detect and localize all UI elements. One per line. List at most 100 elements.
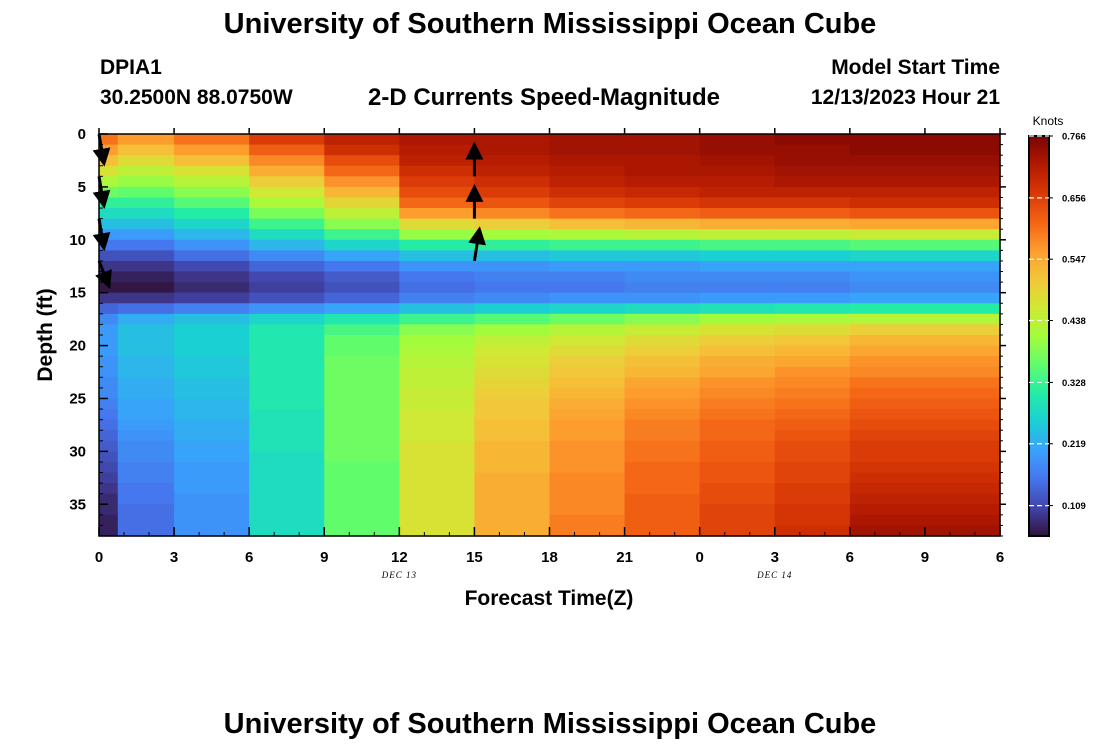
heatmap-cell: [324, 197, 400, 209]
heatmap-cell: [624, 260, 701, 273]
heatmap-cell: [174, 176, 250, 188]
heatmap-cell: [774, 218, 851, 230]
heatmap-cell: [174, 409, 250, 421]
heatmap-cell: [474, 409, 551, 421]
x-tick-label: 6: [245, 549, 253, 566]
heatmap-cell: [399, 324, 476, 336]
heatmap-cell: [774, 525, 851, 537]
heatmap-cell: [699, 504, 776, 516]
heatmap-cell: [117, 493, 175, 505]
heatmap-cell: [549, 335, 626, 347]
heatmap-cell: [624, 483, 701, 495]
heatmap-cell: [849, 461, 1001, 474]
heatmap-cell: [99, 324, 119, 336]
heatmap-cell: [849, 324, 1001, 336]
heatmap-cell: [174, 250, 250, 262]
heatmap-cell: [99, 387, 119, 400]
heatmap-cell: [249, 250, 325, 262]
heatmap-cell: [849, 229, 1001, 241]
heatmap-cell: [624, 250, 701, 262]
heatmap-cell: [699, 271, 776, 283]
heatmap-cell: [624, 165, 701, 177]
x-tick-label: 9: [320, 549, 328, 566]
heatmap-cell: [549, 324, 626, 336]
heatmap-cell: [117, 218, 175, 230]
heatmap-cell: [399, 504, 476, 516]
heatmap-cell: [174, 335, 250, 347]
heatmap-cell: [117, 229, 175, 241]
heatmap-cell: [174, 525, 250, 537]
heatmap-cell: [117, 398, 175, 410]
heatmap-cell: [774, 155, 851, 167]
heatmap-cell: [774, 356, 851, 368]
heatmap-cell: [324, 430, 400, 442]
heatmap-cell: [117, 271, 175, 283]
heatmap-cell: [117, 197, 175, 209]
heatmap-cell: [324, 472, 400, 484]
heatmap-cell: [699, 335, 776, 347]
heatmap-cell: [399, 398, 476, 410]
heatmap-cell: [324, 335, 400, 347]
heatmap-cell: [474, 144, 551, 156]
heatmap-cell: [249, 282, 325, 294]
heatmap-cell: [324, 387, 400, 400]
heatmap-cell: [699, 292, 776, 304]
heatmap-cell: [624, 218, 701, 230]
heatmap-cell: [699, 197, 776, 209]
heatmap-cell: [699, 451, 776, 463]
heatmap-cell: [249, 493, 325, 505]
heatmap-cell: [624, 208, 701, 220]
heatmap-cell: [474, 472, 551, 484]
heatmap-cell: [849, 303, 1001, 315]
heatmap-cell: [99, 218, 119, 230]
heatmap-cell: [774, 398, 851, 410]
heatmap-cell: [324, 461, 400, 474]
heatmap-cell: [549, 155, 626, 167]
heatmap-cell: [774, 377, 851, 389]
heatmap-cell: [699, 461, 776, 474]
heatmap-cell: [249, 461, 325, 474]
heatmap-cell: [624, 313, 701, 326]
heatmap-cell: [117, 430, 175, 442]
heatmap-cells: [99, 134, 1001, 537]
heatmap-cell: [474, 229, 551, 241]
heatmap-cell: [699, 324, 776, 336]
heatmap-cell: [174, 144, 250, 156]
heatmap-cell: [849, 218, 1001, 230]
heatmap-cell: [549, 313, 626, 326]
heatmap-cell: [699, 525, 776, 537]
heatmap-cell: [249, 504, 325, 516]
heatmap-cell: [549, 451, 626, 463]
heatmap-cell: [774, 387, 851, 400]
heatmap-cell: [399, 514, 476, 527]
heatmap-cell: [549, 165, 626, 177]
heatmap-cell: [849, 260, 1001, 273]
heatmap-cell: [474, 461, 551, 474]
heatmap-cell: [699, 398, 776, 410]
heatmap-cell: [474, 398, 551, 410]
heatmap-cell: [549, 440, 626, 452]
heatmap-cell: [849, 335, 1001, 347]
heatmap-cell: [174, 356, 250, 368]
heatmap-cell: [324, 451, 400, 463]
main-title: University of Southern Mississippi Ocean…: [223, 8, 877, 40]
heatmap-cell: [624, 430, 701, 442]
heatmap-cell: [99, 271, 119, 283]
model-start-label: Model Start Time: [831, 56, 1000, 79]
heatmap-cell: [624, 292, 701, 304]
heatmap-cell: [249, 451, 325, 463]
heatmap-cell: [174, 419, 250, 431]
heatmap-cell: [117, 345, 175, 357]
current-vector-arrow: [95, 260, 112, 290]
heatmap-cell: [774, 409, 851, 421]
heatmap-cell: [699, 430, 776, 442]
heatmap-cell: [324, 409, 400, 421]
heatmap-cell: [624, 493, 701, 505]
heatmap-cell: [849, 409, 1001, 421]
heatmap-cell: [324, 398, 400, 410]
heatmap-cell: [399, 493, 476, 505]
heatmap-cell: [399, 356, 476, 368]
colorbar-tick-label: 0.547: [1062, 255, 1086, 266]
heatmap-cell: [624, 514, 701, 527]
heatmap-cell: [174, 165, 250, 177]
